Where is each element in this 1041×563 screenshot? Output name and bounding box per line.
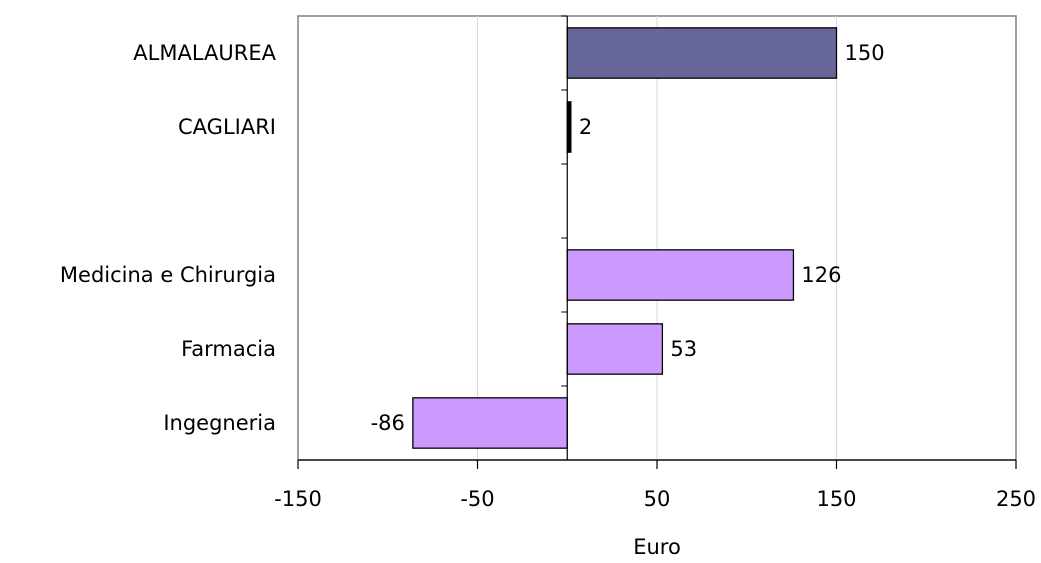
value-label: 150	[845, 41, 885, 65]
labels: -150 -50 50 150 250 ALMALAUREA 150 CAGLIARI 2 Med…	[60, 41, 1036, 511]
x-axis-title: Euro	[633, 535, 681, 559]
value-label: 53	[670, 337, 697, 361]
x-tick-label: 250	[996, 487, 1036, 511]
gridlines	[477, 16, 837, 460]
value-label: 2	[579, 115, 592, 139]
bar	[566, 323, 664, 375]
category-label: CAGLIARI	[178, 115, 276, 139]
category-label: Ingegneria	[163, 411, 276, 435]
bar	[566, 27, 838, 79]
value-label: -86	[371, 411, 405, 435]
category-label: ALMALAUREA	[133, 41, 276, 65]
x-tick-label: 150	[816, 487, 856, 511]
x-tick-label: -50	[460, 487, 494, 511]
axes	[297, 15, 1017, 469]
category-label: Farmacia	[181, 337, 276, 361]
category-label: Medicina e Chirurgia	[60, 263, 276, 287]
bar	[412, 397, 568, 449]
x-tick-label: -150	[274, 487, 322, 511]
x-tick-label: 50	[644, 487, 671, 511]
bar	[566, 249, 795, 301]
value-label: 126	[801, 263, 841, 287]
bars	[412, 27, 838, 449]
